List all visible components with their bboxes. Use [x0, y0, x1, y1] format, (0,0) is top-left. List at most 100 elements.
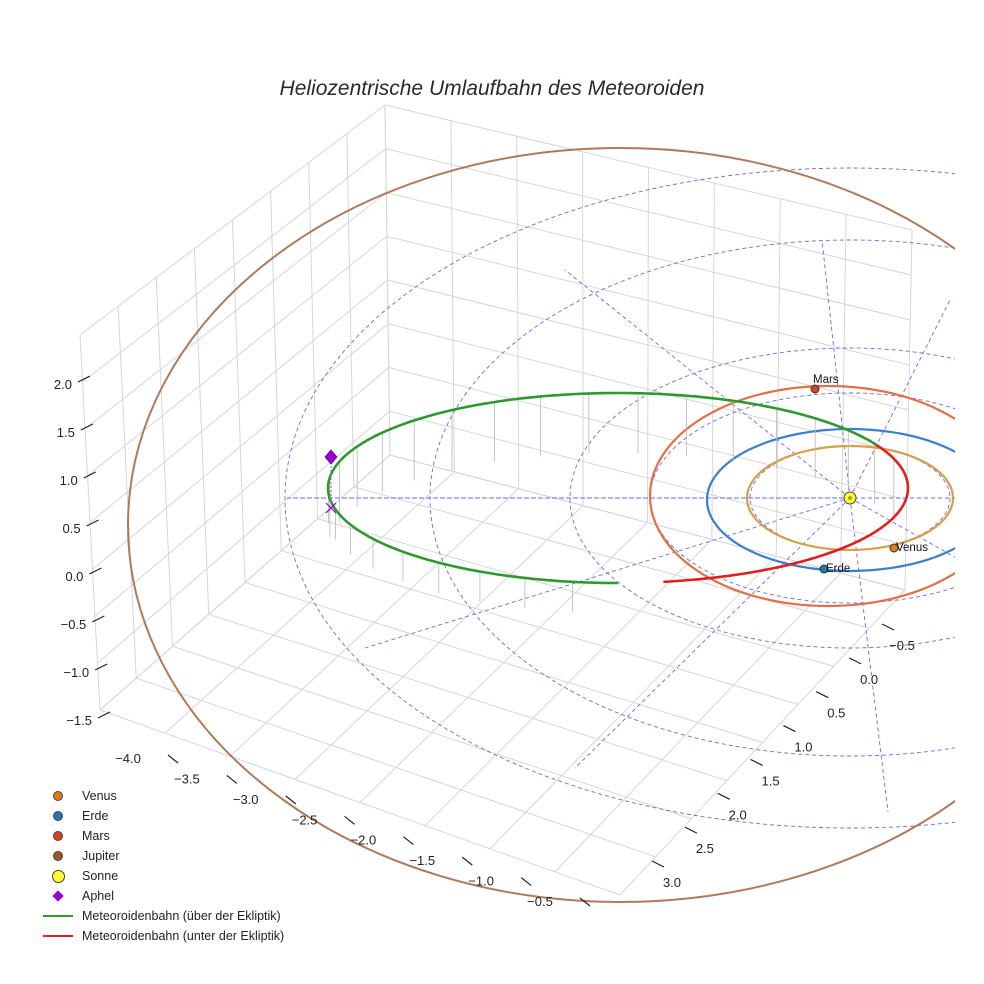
y-tick [816, 691, 829, 699]
grid-line [554, 572, 841, 873]
legend-symbol [40, 791, 76, 801]
y-tick-label: 0.0 [860, 672, 878, 687]
grid-line [389, 410, 907, 546]
x-tick-label: −1.0 [468, 874, 494, 889]
x-tick [285, 795, 297, 805]
legend-line [43, 935, 73, 937]
meteoroid-below-ecliptic [663, 443, 910, 584]
z-tick-label: −1.0 [63, 665, 89, 680]
ecliptic-radial [849, 497, 889, 813]
ecliptic-radial [564, 269, 851, 499]
y-tick-label: 0.5 [827, 706, 845, 721]
planet-orbits [127, 147, 955, 903]
grid-line [387, 279, 909, 411]
legend-label: Venus [82, 789, 117, 803]
x-tick [461, 856, 473, 866]
sun-core [848, 496, 852, 500]
x-tick [344, 815, 355, 825]
grid-line [270, 191, 282, 551]
z-tick [77, 375, 91, 383]
legend-label: Meteoroidenbahn (unter der Ekliptik) [82, 929, 285, 943]
legend-symbol [40, 935, 76, 937]
orbit-jupiter [127, 147, 955, 903]
legend-label: Sonne [82, 869, 119, 883]
x-tick [579, 897, 591, 907]
z-tick [97, 711, 111, 719]
legend-label: Jupiter [82, 849, 120, 863]
z-tick [83, 471, 96, 479]
ecliptic-radial [821, 239, 851, 499]
legend-item: Meteoroidenbahn (über der Ekliptik) [40, 906, 284, 926]
z-tick-label: −1.5 [66, 713, 92, 728]
orbit-mars [648, 384, 955, 608]
grid-line [386, 192, 911, 321]
legend-sun [51, 869, 65, 883]
ecliptic-radial [574, 497, 851, 769]
grid-line [244, 582, 763, 743]
orbit-erde [705, 427, 955, 573]
legend-line [43, 915, 73, 917]
ecliptic-radial [364, 497, 851, 649]
grid-line [79, 334, 101, 711]
legend-symbol [40, 811, 76, 821]
grid-line [388, 323, 908, 456]
legend-item: Aphel [40, 886, 284, 906]
x-tick-label: −3.5 [174, 771, 200, 786]
grid-line [193, 248, 210, 615]
label-erde: Erde [826, 563, 850, 575]
x-tick [167, 754, 179, 764]
y-tick [684, 826, 698, 834]
grid-line [317, 518, 834, 667]
z-tick-label: 1.0 [60, 473, 78, 488]
ecliptic-radial [849, 497, 955, 558]
aphel-projection [325, 502, 337, 514]
x-tick-label: −2.0 [351, 833, 377, 848]
legend-symbol [40, 831, 76, 841]
legend-item: Mars [40, 826, 284, 846]
x-tick-label: −1.5 [409, 853, 435, 868]
grid-line [155, 277, 173, 647]
y-tick [783, 725, 796, 733]
y-tick [881, 623, 895, 631]
grid-line [389, 454, 906, 591]
y-tick-label: 2.5 [696, 841, 714, 856]
y-tick [750, 758, 763, 766]
y-tick-label: 1.5 [762, 773, 780, 788]
z-tick-label: 2.0 [54, 377, 72, 392]
legend-item: Meteoroidenbahn (unter der Ekliptik) [40, 926, 284, 946]
y-tick [848, 657, 862, 665]
grid-line [386, 235, 910, 366]
markers: Venus Erde Mars [324, 374, 928, 575]
z-tick [94, 663, 108, 671]
grid-panes [79, 104, 913, 896]
x-tick-label: −2.5 [292, 812, 318, 827]
z-tick-label: −0.5 [61, 617, 87, 632]
legend-item: Venus [40, 786, 284, 806]
grid-line [619, 589, 906, 896]
legend: Venus Erde Mars Jupiter Sonne Aphel Meteoroide… [40, 786, 284, 946]
x-tick [520, 877, 532, 887]
grid-line [232, 219, 246, 583]
y-tick-label: −0.5 [889, 638, 915, 653]
y-tick-label: 1.0 [794, 740, 812, 755]
planet-venus [889, 543, 899, 553]
grid-line [308, 162, 318, 519]
x-tick-label: −3.0 [233, 792, 259, 807]
orbit-venus [745, 444, 955, 552]
legend-dot [53, 791, 63, 801]
legend-symbol [40, 869, 76, 883]
grid-line [281, 550, 799, 705]
ecliptic-ring [569, 347, 955, 649]
legend-label: Meteoroidenbahn (über der Ekliptik) [82, 909, 281, 923]
legend-dot [53, 831, 63, 841]
label-venus: Venus [896, 542, 928, 554]
z-tick [80, 423, 94, 431]
grid-line [489, 555, 777, 850]
legend-label: Mars [82, 829, 110, 843]
x-tick-label: −4.0 [115, 751, 141, 766]
legend-dot [53, 811, 63, 821]
meteoroid-orbit [326, 391, 910, 612]
y-tick-label: 3.0 [663, 875, 681, 890]
chart-title: Heliozentrische Umlaufbahn des Meteoroid… [280, 77, 705, 100]
legend-symbol [40, 890, 76, 902]
